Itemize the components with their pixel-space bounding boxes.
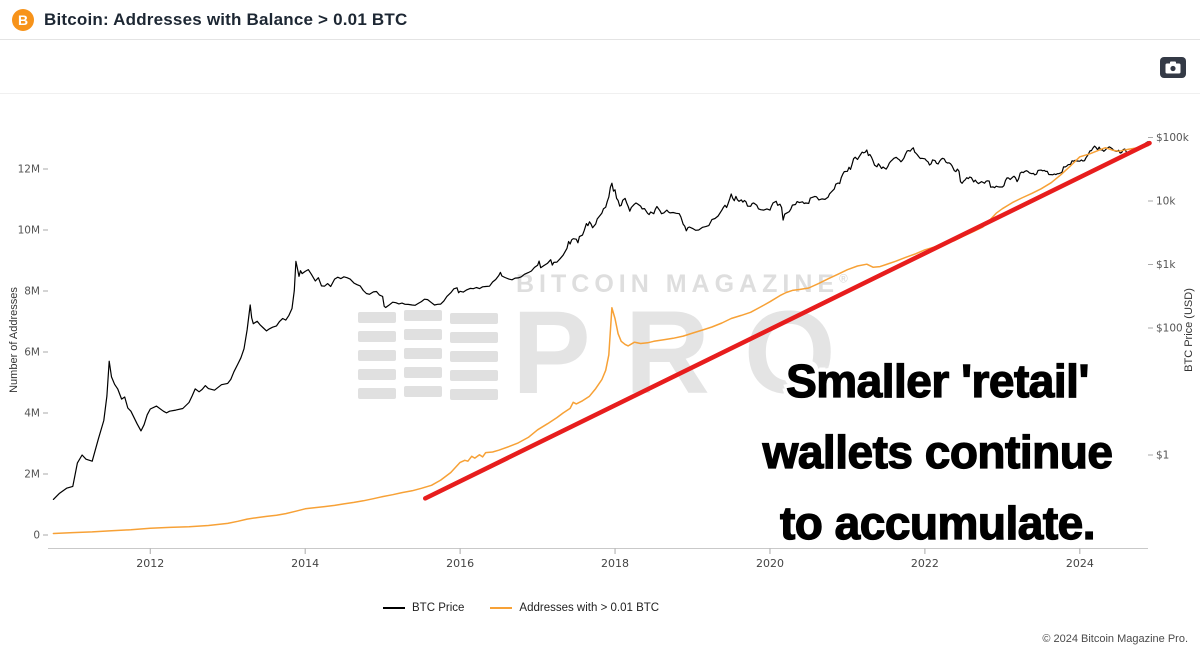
y-right-tick-label: $1k: [1156, 259, 1176, 271]
x-tick-label: 2012: [136, 557, 164, 570]
y-left-tick-label: 4M: [24, 408, 40, 420]
y-right-tick-label: 10k: [1156, 196, 1176, 208]
header: B Bitcoin: Addresses with Balance > 0.01…: [0, 0, 1200, 40]
y-left-tick-label: 0: [33, 530, 40, 542]
watermark-title: BITCOIN MAGAZINE®: [516, 270, 870, 299]
btc-price-swatch: [383, 607, 405, 609]
annotation-line-1: Smaller 'retail': [785, 354, 1090, 407]
y-left-tick-label: 2M: [24, 469, 40, 481]
copyright-text: © 2024 Bitcoin Magazine Pro.: [1042, 633, 1188, 645]
toolbar: [0, 41, 1200, 94]
annotation-text: Smaller 'retail' wallets continue to acc…: [700, 346, 1175, 559]
x-tick-label: 2018: [601, 557, 629, 570]
bitcoin-icon: B: [12, 8, 34, 31]
addresses-swatch: [490, 607, 513, 609]
y-left-tick-label: 12M: [18, 164, 40, 176]
y-left-tick-label: 8M: [24, 286, 40, 298]
page-title: Bitcoin: Addresses with Balance > 0.01 B…: [44, 9, 408, 29]
y-right-tick-label: $1: [1156, 450, 1169, 462]
x-tick-label: 2020: [756, 557, 784, 570]
legend-item-addresses[interactable]: Addresses with > 0.01 BTC: [490, 602, 659, 614]
registered-mark: ®: [839, 271, 848, 286]
watermark-title-text: BITCOIN MAGAZINE: [516, 270, 840, 298]
watermark-text-block: BITCOIN MAGAZINE® PRO: [512, 270, 870, 412]
watermark-pro: PRO: [512, 287, 870, 419]
x-tick-label: 2014: [291, 557, 319, 570]
btc-price-line: [52, 141, 1149, 500]
y-axis-right-title: BTC Price (USD): [1183, 288, 1195, 372]
legend-label-addresses: Addresses with > 0.01 BTC: [519, 602, 660, 614]
legend-label-btc-price: BTC Price: [412, 602, 465, 614]
x-tick-label: 2016: [446, 557, 474, 570]
y-right-tick-label: $100k: [1156, 132, 1190, 144]
annotation-line-2: wallets continue: [762, 425, 1114, 478]
bitcoin-symbol: B: [17, 11, 29, 28]
camera-button[interactable]: [1160, 57, 1186, 78]
y-right-tick-label: $100: [1156, 323, 1183, 335]
legend-item-btc-price[interactable]: BTC Price: [383, 602, 464, 614]
y-axis-left-title: Number of Addresses: [8, 287, 20, 393]
x-tick-label: 2024: [1066, 557, 1094, 570]
trend-line: [423, 140, 1152, 501]
chart-canvas[interactable]: 2012 2014 2016 2018 2020 2022 2024 0 2M 4M 6M 8M 10M…: [0, 95, 1200, 585]
camera-icon: [1165, 61, 1181, 74]
y-left-tick-label: 6M: [24, 347, 40, 359]
watermark: BITCOIN MAGAZINE® PRO: [358, 270, 870, 412]
x-tick-label: 2022: [911, 557, 939, 570]
bitcoin-magazine-pro-flag-icon: [358, 310, 498, 400]
chart-legend: BTC Price Addresses with > 0.01 BTC: [383, 602, 659, 614]
y-left-tick-label: 10M: [18, 225, 40, 237]
annotation-line-3: to accumulate.: [779, 496, 1096, 549]
